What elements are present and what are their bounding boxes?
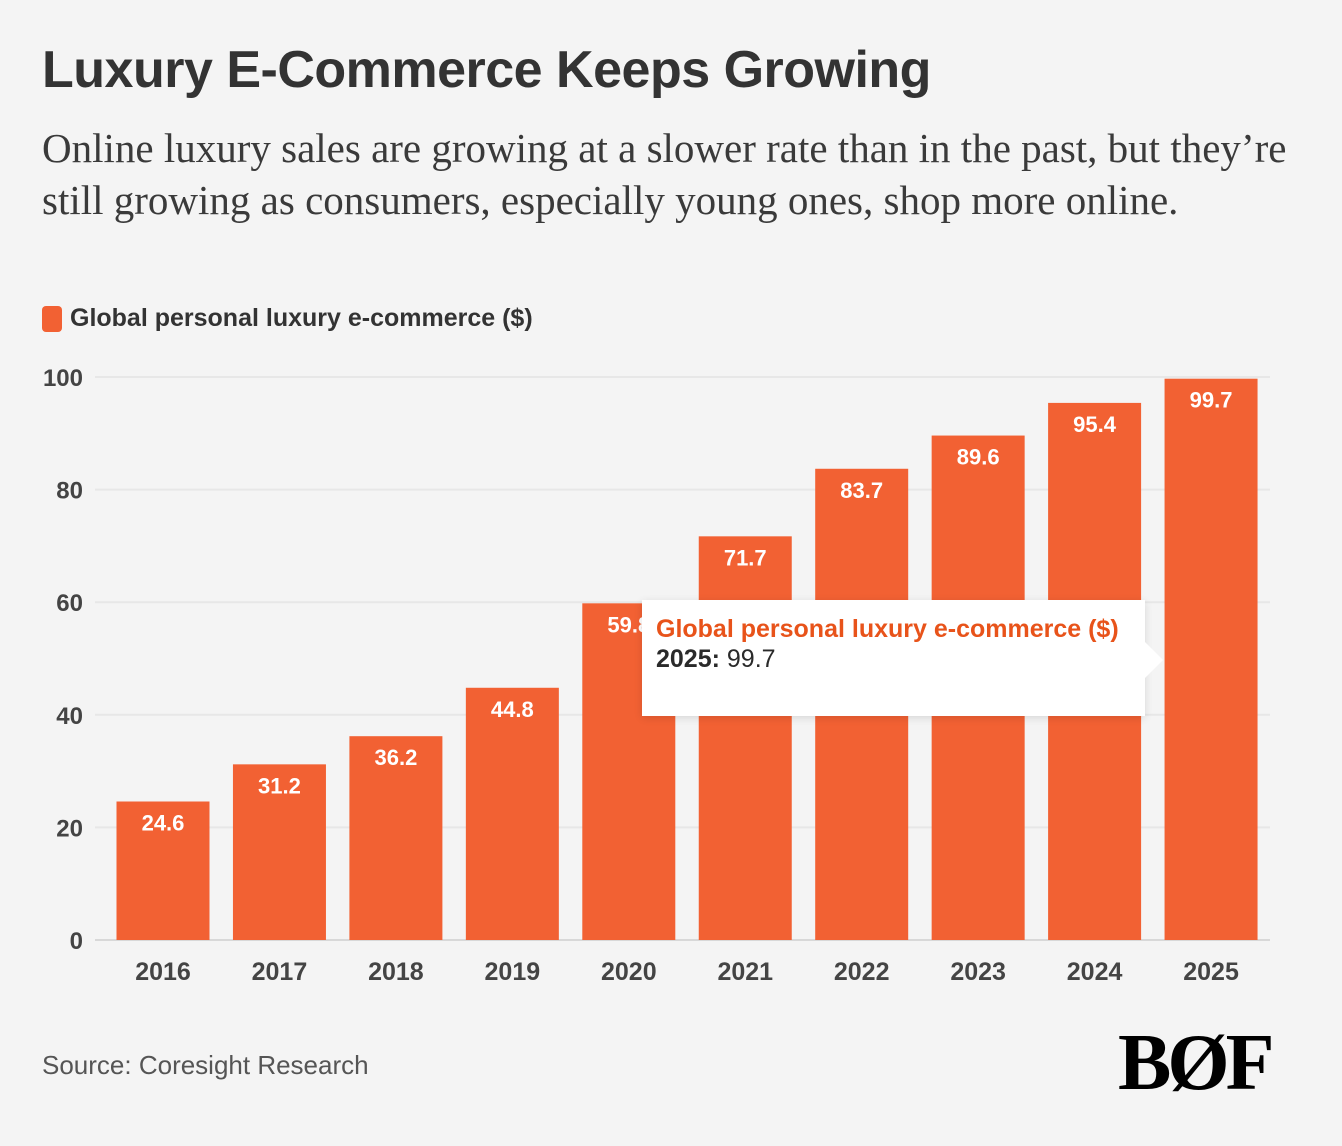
bof-logo: BØF — [1118, 1019, 1274, 1107]
y-tick-label: 40 — [56, 703, 83, 730]
y-tick-label: 20 — [56, 815, 83, 842]
tooltip-series: Global personal luxury e-commerce ($) — [656, 615, 1119, 643]
x-tick-label: 2017 — [252, 958, 308, 986]
x-tick-label: 2024 — [1067, 958, 1123, 986]
source-note: Source: Coresight Research — [42, 1050, 369, 1080]
chart-title: Luxury E-Commerce Keeps Growing — [42, 41, 931, 99]
data-label: 44.8 — [491, 697, 534, 722]
x-tick-label: 2018 — [368, 958, 424, 986]
data-label: 83.7 — [840, 478, 883, 503]
x-tick-label: 2021 — [717, 958, 773, 986]
y-tick-label: 80 — [56, 478, 83, 505]
bar — [116, 801, 210, 940]
x-tick-label: 2016 — [135, 958, 191, 986]
x-tick-label: 2023 — [950, 958, 1006, 986]
data-label: 89.6 — [957, 445, 1000, 470]
bar — [232, 764, 326, 940]
legend[interactable]: Global personal luxury e-commerce ($) — [42, 304, 533, 333]
tooltip: Global personal luxury e-commerce ($) 20… — [642, 600, 1163, 716]
data-label: 95.4 — [1073, 412, 1117, 437]
data-label: 36.2 — [374, 745, 417, 770]
x-tick-label: 2022 — [834, 958, 890, 986]
y-tick-label: 0 — [70, 928, 83, 955]
x-tick-label: 2025 — [1183, 958, 1239, 986]
y-tick-label: 100 — [43, 365, 83, 392]
data-label: 71.7 — [724, 545, 767, 570]
tooltip-category: 2025: — [656, 645, 720, 673]
legend-label: Global personal luxury e-commerce ($) — [70, 304, 533, 332]
data-label: 24.6 — [142, 811, 185, 836]
data-label: 99.7 — [1190, 388, 1233, 413]
bar — [465, 687, 559, 940]
data-label: 31.2 — [258, 773, 301, 798]
x-tick-label: 2019 — [485, 958, 541, 986]
bar — [698, 536, 792, 940]
bar — [349, 736, 443, 940]
tooltip-value: 99.7 — [726, 645, 776, 673]
legend-swatch — [42, 305, 62, 332]
y-tick-label: 60 — [56, 590, 83, 617]
chart-subtitle: Online luxury sales are growing at a slo… — [42, 125, 1287, 223]
bar — [1164, 378, 1258, 941]
x-tick-label: 2020 — [601, 958, 657, 986]
